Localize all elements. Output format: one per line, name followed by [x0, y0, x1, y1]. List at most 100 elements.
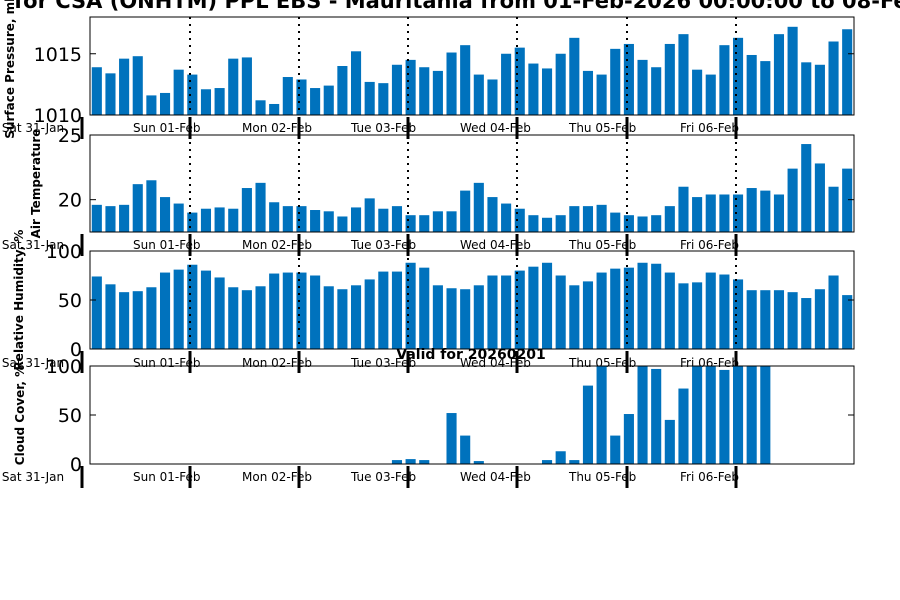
- bar: [569, 460, 580, 464]
- bar: [773, 194, 785, 232]
- bar: [787, 168, 798, 232]
- bar: [596, 272, 607, 349]
- bar: [814, 289, 825, 349]
- bar: [828, 186, 839, 232]
- bar: [678, 186, 689, 232]
- bar: [582, 385, 594, 464]
- bar: [610, 48, 621, 115]
- bar: [200, 208, 212, 232]
- bar: [719, 45, 730, 115]
- bar: [419, 267, 430, 349]
- bar: [787, 292, 798, 349]
- bar: [746, 290, 757, 349]
- bar: [159, 197, 171, 232]
- day-label: Sat 31-Jan: [2, 470, 64, 484]
- bar: [582, 206, 594, 232]
- bar: [310, 88, 321, 115]
- bar: [146, 180, 157, 232]
- bar: [787, 26, 798, 115]
- bar: [719, 369, 730, 464]
- bar: [473, 182, 484, 232]
- bar: [501, 203, 512, 232]
- bar: [705, 74, 716, 115]
- bar: [773, 290, 785, 349]
- bar: [555, 215, 566, 232]
- day-label: Sun 01-Feb: [133, 356, 201, 370]
- bar: [405, 459, 416, 464]
- bar: [132, 184, 143, 232]
- bar: [119, 292, 130, 349]
- bar: [692, 197, 703, 232]
- bar: [664, 272, 675, 349]
- bar: [105, 73, 116, 115]
- bar: [282, 272, 293, 349]
- bar: [582, 70, 594, 115]
- bar: [159, 272, 171, 349]
- bar: [405, 59, 416, 116]
- bar: [814, 163, 825, 232]
- day-label: Wed 04-Feb: [460, 121, 531, 135]
- y-tick-label: 0: [70, 339, 82, 361]
- day-label: Mon 02-Feb: [242, 470, 312, 484]
- day-label: Sun 01-Feb: [133, 470, 201, 484]
- bar: [419, 460, 430, 464]
- bar: [623, 43, 634, 116]
- bar: [555, 451, 566, 464]
- bar: [828, 275, 839, 349]
- bar: [746, 188, 757, 232]
- day-label: Sun 01-Feb: [133, 238, 201, 252]
- bar: [364, 198, 375, 232]
- bar: [200, 270, 212, 349]
- panel-3: 0 50 100 Relative Humidity, %Sat 31-Jan Sun …: [2, 230, 855, 373]
- bar: [296, 206, 307, 232]
- bar: [187, 212, 198, 232]
- bar: [350, 207, 362, 232]
- valid-date-label: Valid for 20260201: [396, 347, 545, 363]
- bar: [473, 285, 484, 349]
- bar: [241, 188, 252, 232]
- bar: [446, 52, 457, 115]
- y-tick-label: 1010: [34, 105, 82, 127]
- bar: [705, 366, 716, 464]
- bar: [637, 216, 648, 232]
- bar: [146, 95, 157, 115]
- y-tick-label: 100: [46, 241, 82, 263]
- bar: [555, 53, 566, 115]
- y-tick-label: 20: [58, 190, 82, 212]
- axes-frame: [89, 134, 855, 233]
- bar: [323, 85, 334, 115]
- bar: [446, 413, 457, 464]
- bar: [528, 63, 539, 115]
- bar: [146, 287, 157, 349]
- bar: [282, 206, 293, 232]
- bar: [337, 289, 348, 349]
- bar: [473, 74, 484, 115]
- bar: [200, 89, 212, 115]
- bar: [692, 366, 703, 464]
- bar: [296, 272, 307, 349]
- axes-frame: [89, 16, 855, 116]
- day-label: Sat 31-Jan: [2, 121, 64, 135]
- bar: [569, 285, 580, 349]
- bar: [541, 262, 553, 349]
- bar: [405, 262, 416, 349]
- bar: [391, 206, 403, 232]
- bar: [159, 92, 171, 115]
- bar: [596, 204, 607, 232]
- day-label: Sat 31-Jan: [2, 356, 64, 370]
- bar: [637, 262, 648, 349]
- bar: [446, 288, 457, 349]
- y-tick-label: 0: [70, 454, 82, 476]
- bar: [842, 295, 853, 349]
- bar: [378, 83, 389, 115]
- bar: [378, 271, 389, 349]
- bar: [228, 58, 239, 115]
- bar: [432, 285, 443, 349]
- bar: [487, 275, 498, 349]
- bar: [132, 56, 143, 115]
- bar: [541, 460, 553, 464]
- bar: [255, 182, 266, 232]
- bar: [473, 461, 484, 464]
